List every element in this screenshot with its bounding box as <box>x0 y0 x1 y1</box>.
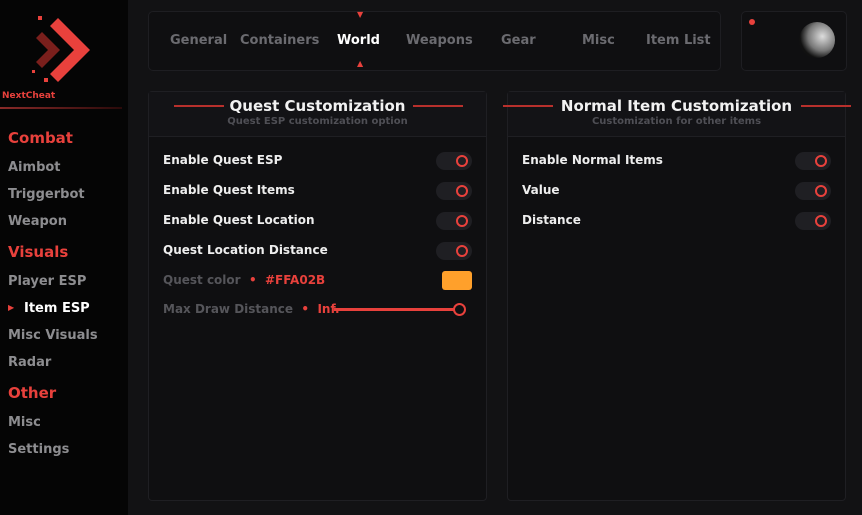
sidebar-item-misc[interactable]: Misc <box>8 415 41 430</box>
distance-toggle[interactable] <box>795 212 831 230</box>
quest-customization-panel: Quest Customization Quest ESP customizat… <box>148 91 487 501</box>
enable-quest-location-toggle[interactable] <box>436 212 472 230</box>
avatar[interactable] <box>799 22 835 58</box>
enable-quest-esp-toggle[interactable] <box>436 152 472 170</box>
toggle-label: Enable Quest ESP <box>163 153 283 167</box>
toggle-label: Quest Location Distance <box>163 243 328 257</box>
normal-item-customization-panel: Normal Item Customization Customization … <box>503 91 851 501</box>
status-dot-icon <box>749 19 755 25</box>
active-arrow-icon: ▶ <box>8 303 15 312</box>
profile-box[interactable] <box>741 11 847 71</box>
brand-name: NextCheat <box>2 91 56 101</box>
tab-containers[interactable]: Containers <box>240 33 320 48</box>
panel-subtitle: Quest ESP customization option <box>227 116 408 127</box>
tab-general[interactable]: General <box>170 33 228 48</box>
sidebar-item-settings[interactable]: Settings <box>8 442 70 457</box>
toggle-label: Enable Quest Location <box>163 213 315 227</box>
section-combat: Combat <box>8 129 73 147</box>
quest-color-swatch[interactable] <box>442 271 472 290</box>
panel-subtitle: Customization for other items <box>591 116 762 127</box>
toggle-label: Enable Quest Items <box>163 183 295 197</box>
sidebar-item-player-esp[interactable]: Player ESP <box>8 274 87 289</box>
toggle-label: Value <box>522 183 560 197</box>
value-toggle[interactable] <box>795 182 831 200</box>
panel-title: Quest Customization <box>229 97 406 115</box>
enable-quest-items-toggle[interactable] <box>436 182 472 200</box>
quest-color-value: #FFA02B <box>264 273 326 287</box>
max-draw-distance-slider[interactable] <box>334 308 459 311</box>
divider <box>503 105 553 107</box>
quest-location-distance-toggle[interactable] <box>436 242 472 260</box>
enable-normal-items-toggle[interactable] <box>795 152 831 170</box>
nextcheat-logo <box>32 16 90 82</box>
sidebar-item-item-esp[interactable]: Item ESP <box>24 301 90 316</box>
panel-title: Normal Item Customization <box>560 97 793 115</box>
max-draw-distance-row: Max Draw Distance • Inf. <box>163 302 340 316</box>
tab-misc[interactable]: Misc <box>582 33 615 48</box>
tab-weapons[interactable]: Weapons <box>406 33 473 48</box>
tab-bar: General Containers ▼ World ▲ Weapons Gea… <box>148 10 721 71</box>
divider <box>174 105 224 107</box>
section-visuals: Visuals <box>8 243 69 261</box>
active-marker-up-icon: ▲ <box>357 59 364 68</box>
sidebar: NextCheat Combat Aimbot Triggerbot Weapo… <box>0 0 128 515</box>
active-marker-down-icon: ▼ <box>357 10 364 19</box>
quest-color-row: Quest color • #FFA02B <box>163 273 326 287</box>
sidebar-item-aimbot[interactable]: Aimbot <box>8 160 61 175</box>
sidebar-item-misc-visuals[interactable]: Misc Visuals <box>8 328 98 343</box>
tab-world[interactable]: World <box>337 33 380 48</box>
tab-gear[interactable]: Gear <box>501 33 536 48</box>
slider-handle[interactable] <box>453 303 466 316</box>
quest-color-label: Quest color <box>163 273 241 287</box>
max-draw-distance-value: Inf. <box>317 302 340 316</box>
divider <box>413 105 463 107</box>
divider <box>0 107 122 109</box>
divider <box>801 105 851 107</box>
sidebar-item-triggerbot[interactable]: Triggerbot <box>8 187 85 202</box>
sidebar-item-weapon[interactable]: Weapon <box>8 214 67 229</box>
toggle-label: Enable Normal Items <box>522 153 663 167</box>
tab-item-list[interactable]: Item List <box>646 33 711 48</box>
section-other: Other <box>8 384 57 402</box>
sidebar-item-radar[interactable]: Radar <box>8 355 52 370</box>
max-draw-distance-label: Max Draw Distance <box>163 302 294 316</box>
toggle-label: Distance <box>522 213 581 227</box>
